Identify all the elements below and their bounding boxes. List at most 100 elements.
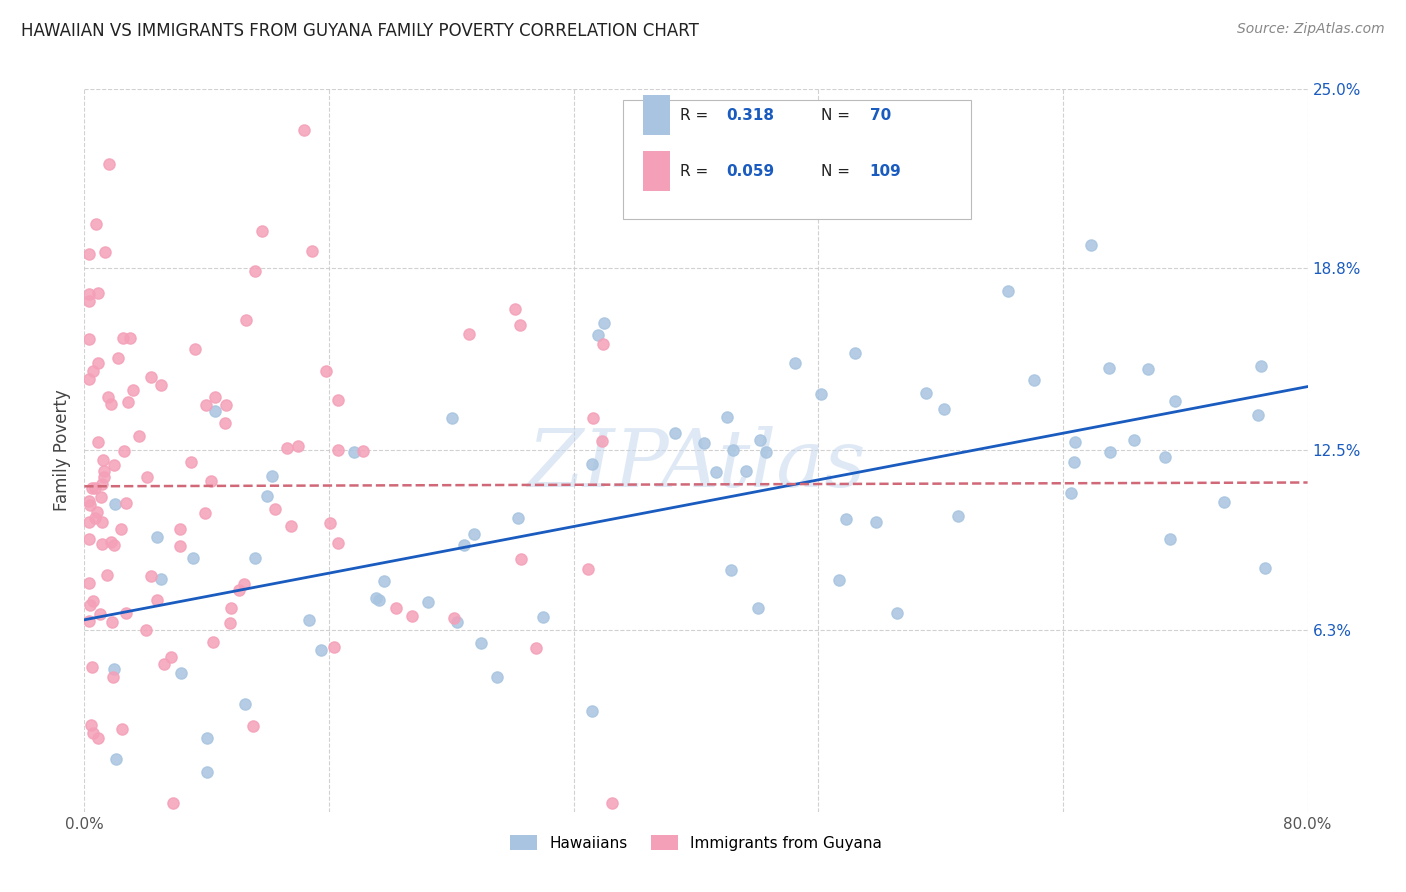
- Point: [80, 718, 103, 732]
- Point: [1063, 455, 1085, 469]
- Point: [264, 501, 287, 516]
- Point: [93, 470, 115, 484]
- Point: [170, 666, 193, 681]
- Point: [193, 507, 215, 521]
- Point: [716, 410, 738, 425]
- Point: [509, 318, 531, 332]
- Point: [384, 601, 406, 615]
- Point: [1098, 445, 1121, 459]
- Point: [219, 616, 242, 631]
- Point: [77, 293, 100, 308]
- Point: [233, 577, 256, 591]
- Point: [77, 575, 100, 590]
- Point: [256, 489, 278, 503]
- Point: [287, 439, 309, 453]
- Text: 0.059: 0.059: [727, 163, 775, 178]
- Point: [91, 477, 114, 491]
- Point: [146, 530, 169, 544]
- Point: [77, 615, 100, 629]
- Point: [112, 331, 135, 345]
- Point: [748, 433, 770, 447]
- Point: [77, 287, 100, 301]
- Point: [194, 398, 217, 412]
- Point: [169, 522, 191, 536]
- Point: [91, 453, 114, 467]
- Text: R =: R =: [681, 163, 709, 178]
- Point: [77, 372, 100, 386]
- Point: [734, 464, 756, 478]
- Point: [353, 444, 375, 458]
- Point: [235, 313, 257, 327]
- Point: [946, 509, 969, 524]
- Text: HAWAIIAN VS IMMIGRANTS FROM GUYANA FAMILY POVERTY CORRELATION CHART: HAWAIIAN VS IMMIGRANTS FROM GUYANA FAMIL…: [21, 22, 699, 40]
- Point: [200, 475, 222, 489]
- Point: [914, 386, 936, 401]
- Point: [1137, 361, 1160, 376]
- Point: [242, 719, 264, 733]
- Text: N =: N =: [821, 108, 849, 122]
- Point: [1122, 433, 1144, 447]
- Point: [103, 662, 125, 676]
- Point: [720, 563, 742, 577]
- Point: [111, 723, 134, 737]
- Point: [470, 636, 492, 650]
- Point: [1060, 486, 1083, 500]
- Point: [79, 498, 101, 512]
- Point: [139, 369, 162, 384]
- Point: [214, 417, 236, 431]
- Y-axis label: Family Poverty: Family Poverty: [53, 390, 72, 511]
- Point: [94, 244, 117, 259]
- Point: [326, 443, 349, 458]
- Point: [1212, 495, 1234, 509]
- Point: [508, 511, 530, 525]
- Point: [87, 285, 110, 300]
- Point: [89, 607, 111, 621]
- Point: [103, 538, 125, 552]
- Text: 0.318: 0.318: [727, 108, 775, 122]
- Text: 70: 70: [870, 108, 891, 122]
- Point: [531, 609, 554, 624]
- Point: [243, 264, 266, 278]
- Point: [1022, 373, 1045, 387]
- Point: [721, 443, 744, 458]
- Point: [97, 390, 120, 404]
- Point: [136, 470, 159, 484]
- Point: [754, 445, 776, 459]
- Point: [243, 550, 266, 565]
- Point: [135, 623, 157, 637]
- Text: ZIPAtlas: ZIPAtlas: [527, 426, 865, 504]
- Point: [128, 428, 150, 442]
- FancyBboxPatch shape: [644, 95, 671, 135]
- Point: [104, 752, 127, 766]
- Point: [704, 465, 727, 479]
- Point: [87, 731, 110, 745]
- Point: [96, 568, 118, 582]
- Point: [328, 535, 350, 549]
- Point: [103, 458, 125, 473]
- Point: [86, 505, 108, 519]
- Point: [90, 490, 112, 504]
- Point: [233, 697, 256, 711]
- Point: [103, 670, 125, 684]
- Point: [160, 650, 183, 665]
- Point: [80, 481, 103, 495]
- Point: [115, 606, 138, 620]
- Point: [276, 441, 298, 455]
- Point: [318, 516, 340, 530]
- Point: [280, 519, 302, 533]
- Point: [214, 398, 236, 412]
- Point: [100, 535, 122, 549]
- Point: [201, 635, 224, 649]
- Point: [401, 608, 423, 623]
- Point: [1080, 238, 1102, 252]
- Point: [82, 364, 104, 378]
- Point: [453, 538, 475, 552]
- Point: [1164, 394, 1187, 409]
- Point: [997, 284, 1019, 298]
- Point: [1250, 359, 1272, 373]
- Point: [204, 390, 226, 404]
- Point: [82, 660, 104, 674]
- Point: [311, 643, 333, 657]
- Point: [510, 552, 533, 566]
- Point: [162, 796, 184, 810]
